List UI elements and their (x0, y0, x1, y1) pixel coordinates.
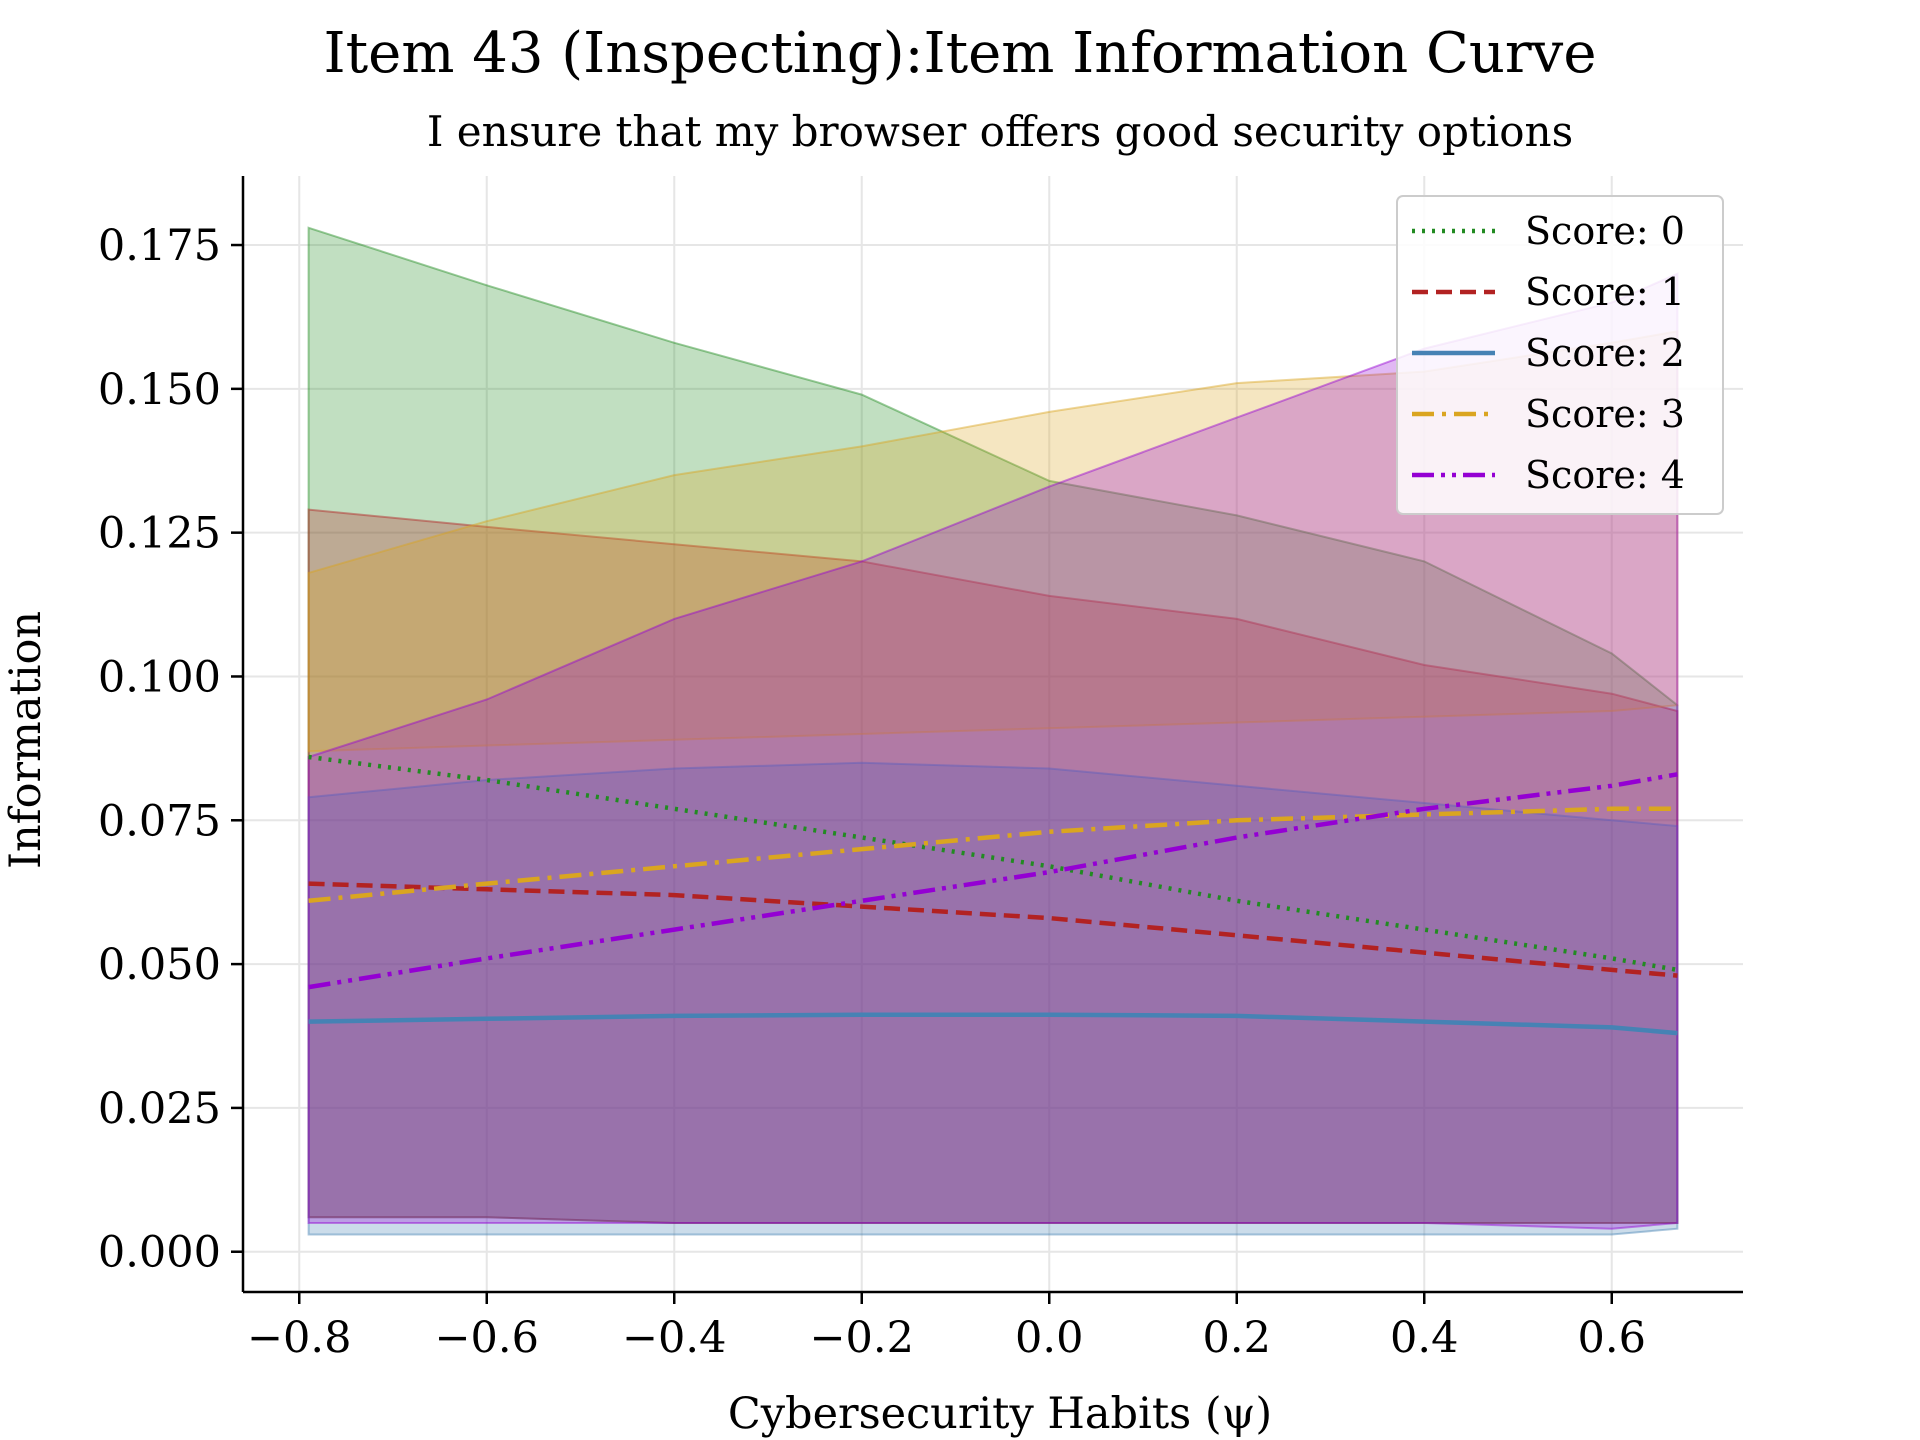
y-axis-label: Information (1, 611, 51, 869)
y-tick-label: 0.050 (98, 940, 221, 990)
legend: Score: 0 Score: 1 Score: 2 Score: 3 Score: 4 (1396, 195, 1724, 515)
x-tick-label: 0.4 (1390, 1313, 1458, 1363)
x-tick-label: −0.6 (435, 1313, 539, 1363)
chart-subtitle: I ensure that my browser offers good sec… (427, 107, 1573, 156)
confidence-bands (307, 226, 1679, 1236)
y-tick-label: 0.000 (98, 1228, 221, 1278)
x-tick-label: −0.2 (810, 1313, 914, 1363)
series-lines (308, 754, 1678, 1036)
axes: −0.8 −0.6 −0.4 −0.2 0.0 0.2 0.4 0.6 0.000 0.025 0.… (98, 176, 1743, 1363)
chart-title: Item 43 (Inspecting):Item Information Cu… (324, 21, 1597, 86)
grid (243, 176, 1743, 1292)
y-tick-label: 0.025 (98, 1084, 221, 1134)
y-tick-label: 0.075 (98, 796, 221, 846)
legend-label: Score: 4 (1525, 453, 1685, 497)
confidence-band (307, 508, 1679, 1224)
legend-label: Score: 3 (1525, 392, 1685, 436)
x-tick-label: 0.6 (1578, 1313, 1646, 1363)
legend-label: Score: 2 (1525, 331, 1685, 375)
x-tick-label: 0.0 (1015, 1313, 1083, 1363)
x-tick-label: 0.2 (1203, 1313, 1271, 1363)
y-tick-label: 0.175 (98, 221, 221, 271)
confidence-band (307, 272, 1679, 1230)
legend-label: Score: 0 (1525, 209, 1685, 253)
series-line (308, 806, 1678, 904)
confidence-band (307, 226, 1679, 1224)
series-line (308, 1012, 1678, 1036)
series-line (308, 754, 1678, 973)
y-tick-label: 0.100 (98, 652, 221, 702)
confidence-band (307, 761, 1679, 1236)
x-tick-label: −0.4 (622, 1313, 726, 1363)
y-tick-label: 0.125 (98, 509, 221, 559)
legend-box (1396, 195, 1724, 515)
series-line (308, 772, 1678, 990)
y-tick-label: 0.150 (98, 365, 221, 415)
x-axis-label: Cybersecurity Habits (ψ) (728, 1389, 1272, 1439)
confidence-band (307, 330, 1679, 753)
legend-label: Score: 1 (1525, 270, 1685, 314)
series-line (308, 881, 1678, 978)
x-tick-label: −0.8 (247, 1313, 351, 1363)
